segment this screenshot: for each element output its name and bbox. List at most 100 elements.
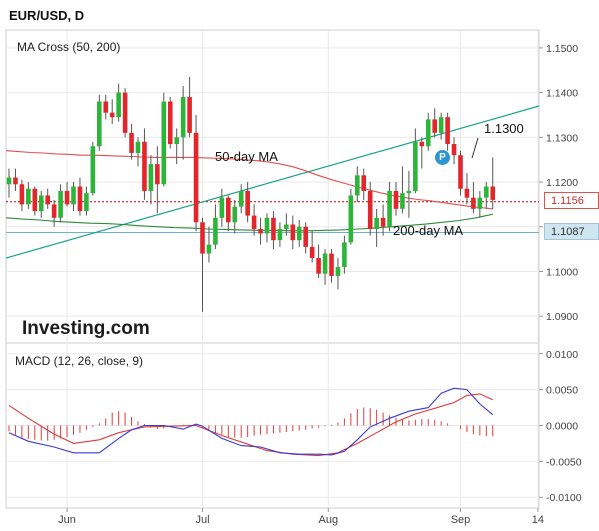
candle — [19, 179, 25, 212]
candle-body — [393, 190, 399, 209]
candle — [393, 182, 399, 216]
candle-body — [200, 222, 205, 254]
candle-body — [155, 164, 160, 185]
candle-body — [264, 217, 270, 234]
candle — [432, 108, 437, 138]
candle-body — [206, 244, 212, 254]
candle-body — [51, 204, 57, 218]
macd-label: MACD (12, 26, close, 9) — [15, 354, 143, 368]
y-tick-label: 0.0050 — [546, 385, 578, 397]
candle — [38, 190, 44, 218]
candle-body — [355, 175, 360, 196]
candle — [45, 188, 50, 209]
candle — [445, 112, 450, 151]
candle-body — [238, 190, 244, 207]
candle — [361, 168, 367, 200]
macd-histogram — [8, 407, 494, 441]
candle-body — [6, 177, 12, 185]
candle — [264, 213, 270, 243]
candle-body — [335, 266, 341, 276]
candle — [13, 168, 18, 191]
candle — [413, 128, 418, 194]
candle-body — [477, 197, 483, 209]
candle-body — [361, 175, 367, 191]
candle — [51, 199, 57, 227]
candle — [290, 215, 296, 250]
candle — [406, 170, 412, 218]
candle-body — [329, 253, 334, 276]
candle — [71, 182, 76, 212]
candle-body — [103, 101, 109, 113]
candle — [380, 204, 386, 236]
candle-body — [271, 217, 276, 241]
y-tick-label: 1.0900 — [546, 311, 578, 323]
candle-body — [226, 197, 231, 223]
candle-body — [438, 117, 444, 133]
candle-body — [58, 190, 63, 218]
pattern-marker-icon[interactable]: P — [435, 150, 450, 165]
macd-lines — [8, 387, 494, 457]
candle-body — [167, 101, 173, 145]
candle — [180, 85, 186, 160]
candle-body — [290, 224, 296, 241]
candle — [167, 97, 173, 149]
candle-body — [425, 119, 431, 147]
candle-body — [251, 215, 257, 229]
candle-body — [116, 92, 121, 118]
y-tick-label: -0.0100 — [546, 492, 582, 504]
candles[interactable] — [6, 76, 496, 312]
candle-body — [193, 132, 199, 223]
candle-body — [458, 155, 463, 189]
candle-body — [348, 195, 354, 243]
candle — [322, 249, 328, 285]
candle-body — [367, 190, 373, 229]
candle — [374, 208, 379, 247]
candle — [232, 199, 238, 234]
candle-body — [258, 228, 263, 234]
ma200-line — [5, 213, 493, 232]
candle-body — [451, 144, 457, 156]
candle-body — [277, 228, 283, 241]
candle — [135, 137, 141, 167]
candle — [238, 184, 244, 214]
candle-body — [245, 190, 250, 216]
candle-body — [432, 119, 437, 133]
candle — [6, 168, 12, 198]
candle-body — [387, 190, 392, 227]
current-price-tag: 1.1156 — [544, 192, 599, 209]
level-annotation-pointer — [471, 137, 479, 159]
chart-title: EUR/USD, D — [9, 8, 84, 23]
candle — [161, 92, 167, 187]
candle — [400, 166, 405, 214]
candle-body — [284, 224, 289, 229]
candle-body — [187, 97, 192, 133]
y-tick-label: 1.1300 — [546, 132, 578, 144]
candle — [84, 186, 89, 216]
candle — [213, 204, 218, 250]
candle-body — [135, 141, 141, 153]
candle — [58, 184, 63, 223]
candle-body — [484, 186, 489, 198]
candle — [64, 182, 70, 207]
candle-body — [90, 146, 96, 194]
candle — [206, 226, 212, 263]
y-tick-label: 1.1200 — [546, 177, 578, 189]
candle-body — [303, 226, 308, 247]
candle-body — [180, 97, 186, 138]
candle — [155, 146, 160, 214]
candle — [226, 195, 231, 232]
candle-body — [26, 188, 31, 205]
y-tick-label: 0.0100 — [546, 349, 578, 361]
ma50-annotation: 50-day MA — [215, 149, 278, 164]
y-tick-label: 1.1500 — [546, 43, 578, 55]
candle — [484, 182, 489, 209]
candle-body — [445, 117, 450, 145]
candle — [425, 112, 431, 151]
candle-body — [174, 137, 179, 145]
candle — [32, 186, 38, 216]
candle — [284, 213, 289, 236]
candle-body — [213, 217, 218, 245]
candle-body — [413, 141, 418, 191]
candle-body — [122, 92, 128, 133]
